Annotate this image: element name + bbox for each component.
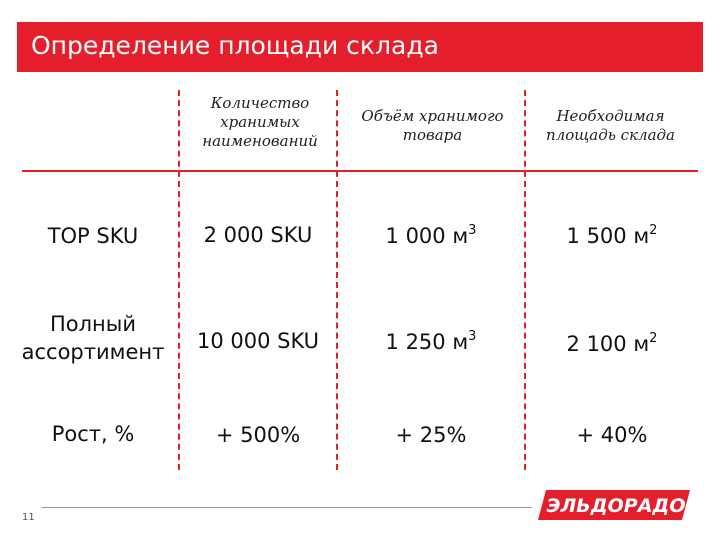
svg-text:ЭЛЬДОРАДО: ЭЛЬДОРАДО [547, 495, 686, 517]
header-volume: Объём хранимого товара [361, 107, 504, 144]
column-divider-2 [336, 90, 338, 470]
cell-growth-volume: + 25% [395, 423, 467, 447]
cell-top-sku-volume: 1 000 м3 [385, 223, 477, 248]
row-label-full-range: Полный ассортимент [21, 312, 165, 364]
cell-full-range-area: 2 100 м2 [566, 331, 658, 356]
cell-growth-area: + 40% [576, 423, 648, 447]
cell-top-sku-count: 2 000 SKU [203, 223, 313, 247]
eldorado-logo: ЭЛЬДОРАДО [538, 490, 690, 520]
slide-title: Определение площади склада [31, 31, 439, 60]
row-label-growth: Рост, % [51, 422, 135, 446]
cell-top-sku-area: 1 500 м2 [566, 223, 658, 248]
footer-divider [42, 507, 532, 508]
row-label-top-sku: TOP SKU [47, 224, 139, 248]
cell-full-range-count: 10 000 SKU [196, 329, 320, 353]
header-divider [22, 170, 698, 172]
page-number: 11 [22, 512, 35, 523]
title-bar: Определение площади склада [17, 22, 703, 72]
column-divider-1 [178, 90, 180, 470]
cell-growth-count: + 500% [215, 423, 301, 447]
column-divider-3 [524, 90, 526, 470]
header-area: Необходимая площадь склада [546, 107, 675, 144]
cell-full-range-volume: 1 250 м3 [385, 329, 477, 354]
header-sku-count: Количество хранимых наименований [202, 94, 318, 150]
